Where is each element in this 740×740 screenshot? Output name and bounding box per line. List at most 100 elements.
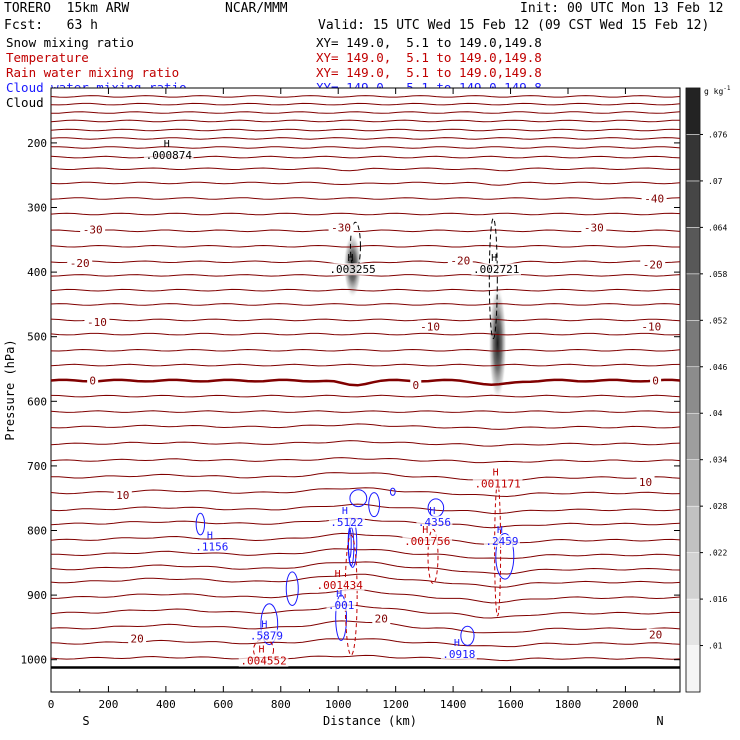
cloud-water-contour [460, 625, 475, 646]
x-tick-label: 800 [271, 698, 291, 711]
field-xy: XY= 149.0, 5.1 to 149.0,149.8 [316, 50, 542, 65]
isotherm [50, 548, 681, 559]
snow-plume [488, 285, 507, 402]
x-tick-label: 0 [48, 698, 55, 711]
isotherm-label: -20 [643, 258, 663, 271]
colorbar-swatch [685, 320, 701, 368]
isotherm [50, 128, 681, 132]
isotherm-label: 0 [89, 375, 96, 388]
colorbar-swatch [685, 180, 701, 228]
max-value: .000874 [146, 149, 193, 162]
max-value-bg [238, 654, 289, 667]
max-value: .5879 [250, 630, 283, 643]
isotherm-label: -40 [644, 192, 664, 205]
isotherm-label-bg [636, 476, 655, 489]
isotherm [50, 588, 681, 604]
isotherm [50, 378, 681, 387]
x-tick-label: 200 [99, 698, 119, 711]
isotherm [50, 303, 681, 306]
x-tick-label: 1400 [440, 698, 467, 711]
isotherm [50, 102, 681, 106]
max-value-bg [326, 599, 356, 612]
isotherm-label: 20 [375, 612, 388, 625]
isotherm [50, 111, 681, 114]
max-value: .004552 [240, 655, 286, 668]
isotherm [50, 288, 681, 292]
cloud-water-contour [349, 489, 368, 508]
isotherm-label-bg [84, 315, 110, 328]
isotherm [50, 573, 681, 588]
y-tick-label: 200 [27, 137, 47, 150]
isotherm-label: 0 [412, 379, 419, 392]
colorbar-swatch [685, 273, 701, 321]
colorbar-swatch [685, 505, 701, 553]
colorbar-label: .016 [708, 595, 727, 604]
isotherm [50, 532, 681, 545]
max-marker-h: H [336, 589, 342, 600]
cloud-water-contour [495, 533, 515, 580]
isotherm [50, 197, 681, 200]
isotherm [50, 229, 681, 233]
cloud-water-contour [389, 487, 396, 496]
isotherm-label-bg [640, 258, 666, 271]
isotherm [50, 620, 681, 634]
isotherm [50, 487, 681, 498]
x-tick-label: 600 [213, 698, 233, 711]
max-marker-h: H [335, 569, 341, 580]
colorbar-label: .022 [708, 549, 727, 558]
colorbar-frame [685, 87, 701, 693]
colorbar-label: .064 [708, 223, 727, 232]
isotherm-label: -30 [331, 222, 351, 235]
isotherm-label: 0 [652, 375, 659, 388]
colorbar-swatch [685, 598, 701, 646]
max-marker-h: H [497, 525, 503, 536]
max-marker-h: H [429, 506, 435, 517]
max-marker-h: H [164, 139, 170, 150]
max-marker-h: H [493, 468, 499, 479]
max-marker-h: H [348, 253, 354, 264]
colorbar-unit: g kg-1 [704, 85, 731, 96]
isotherm-label-bg [113, 488, 132, 501]
y-tick-label: 700 [27, 460, 47, 473]
colorbar-label: .076 [708, 130, 727, 139]
isotherm [50, 348, 681, 352]
isotherm [50, 119, 681, 123]
isotherm-label: 20 [131, 632, 144, 645]
colorbar-label: .046 [708, 363, 727, 372]
isotherm-group [50, 95, 681, 662]
x-tick-label: 1600 [497, 698, 524, 711]
max-value-bg [327, 263, 378, 276]
max-marker-h: H [422, 525, 428, 536]
field-name: Rain water mixing ratio [6, 65, 180, 80]
isotherm-label: -30 [584, 222, 604, 235]
colorbar-swatch [685, 227, 701, 275]
plot-frame [50, 87, 681, 693]
colorbar-swatch [685, 552, 701, 600]
forecast-hour: Fcst: 63 h [4, 18, 98, 33]
y-tick-label: 900 [27, 589, 47, 602]
isotherm [50, 517, 681, 529]
cloud-water-contour [260, 603, 279, 646]
colorbar-swatch [685, 645, 701, 693]
isotherm-label: -30 [83, 223, 103, 236]
isotherm-label-bg [328, 221, 354, 234]
max-value: .4356 [418, 516, 451, 529]
colorbar-swatch [685, 459, 701, 507]
max-value-bg [416, 515, 453, 528]
field-name: Temperature [6, 50, 89, 65]
snow-contour [488, 218, 498, 340]
max-value-bg [483, 535, 520, 548]
x-axis-title: Distance (km) [323, 714, 417, 728]
max-value-bg [143, 148, 194, 161]
isotherm [50, 146, 681, 149]
y-tick-label: 1000 [21, 654, 48, 667]
colorbar-label: .04 [708, 409, 723, 418]
colorbar-swatch [685, 87, 701, 135]
y-tick-label: 400 [27, 266, 47, 279]
max-marker-h: H [259, 645, 265, 656]
isotherm-label-bg [650, 374, 662, 387]
isotherm [50, 638, 681, 648]
isotherm [50, 95, 681, 98]
max-marker-h: H [342, 506, 348, 517]
